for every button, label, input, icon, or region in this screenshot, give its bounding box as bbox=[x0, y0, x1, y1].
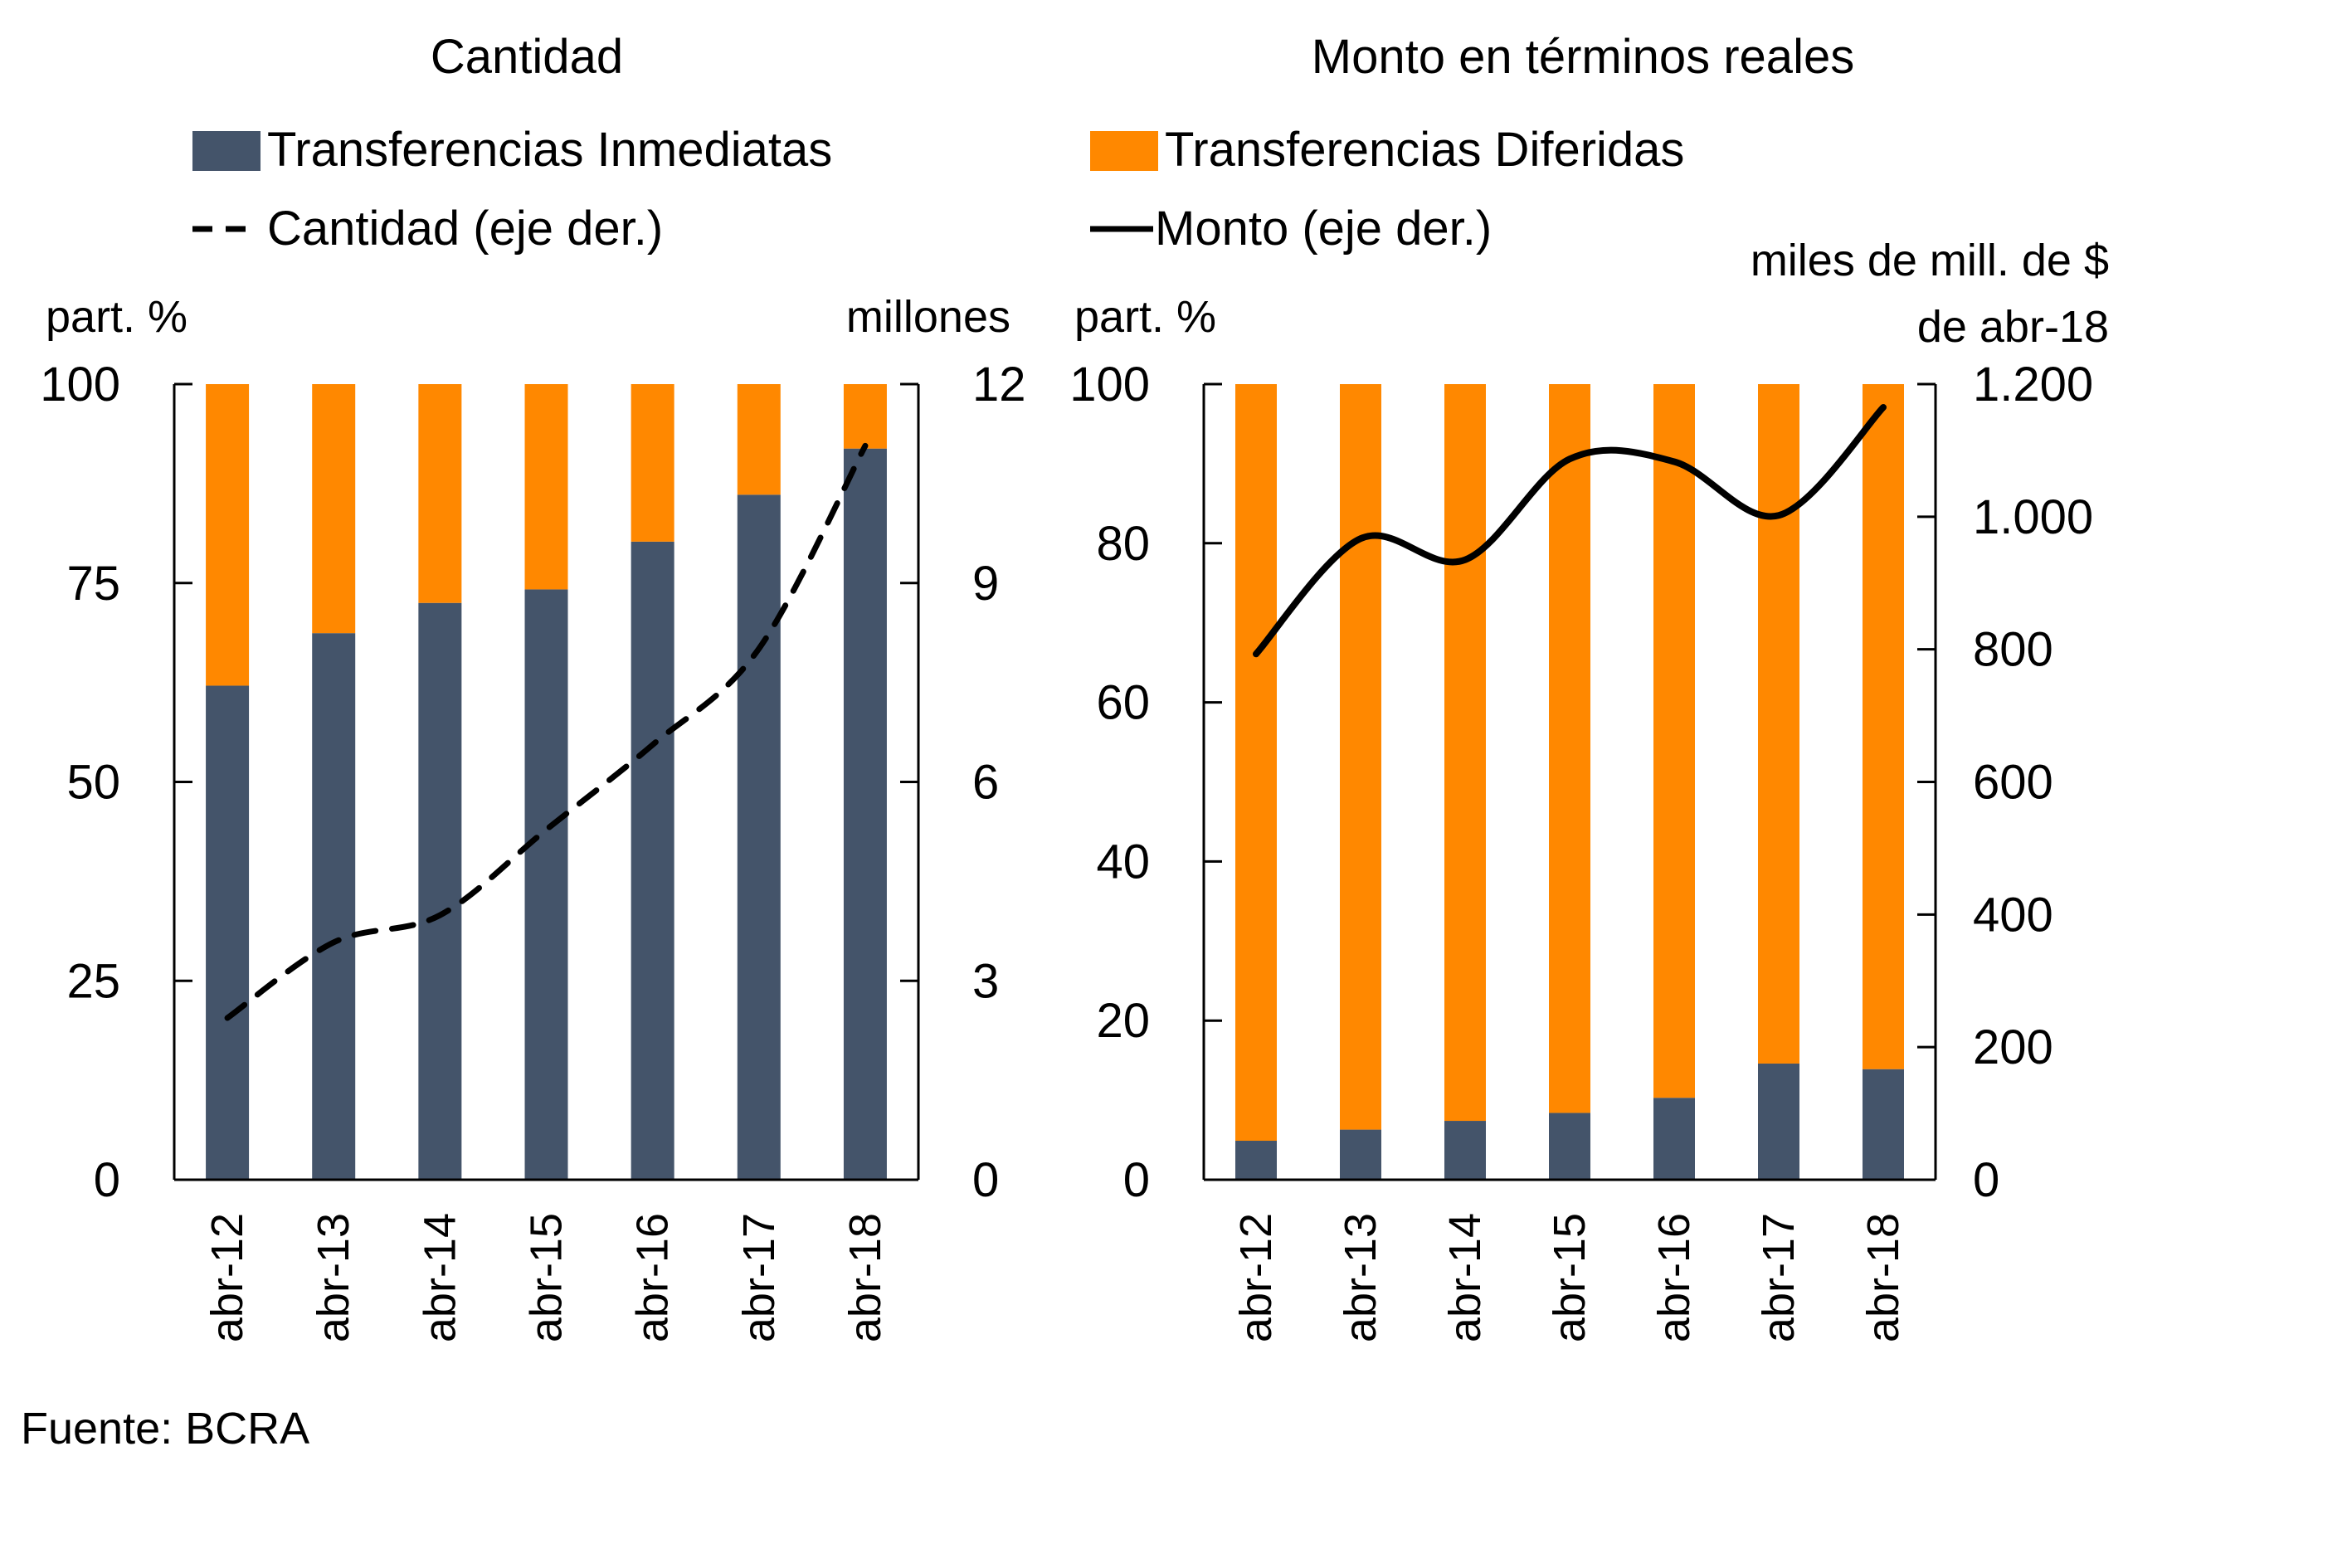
right-chart-right-axis-label-2: de abr-18 bbox=[1917, 302, 2109, 352]
left-tick-label: 60 bbox=[1096, 676, 1150, 730]
bar-inmediatas bbox=[1235, 1141, 1277, 1180]
bar-inmediatas bbox=[524, 589, 568, 1180]
legend-swatch-diferidas bbox=[1090, 131, 1158, 171]
x-tick-label: abr-18 bbox=[840, 1213, 890, 1342]
left-tick-label: 40 bbox=[1096, 835, 1150, 889]
right-chart-title: Monto en términos reales bbox=[1312, 30, 1854, 84]
right-tick-label: 800 bbox=[1973, 623, 2053, 677]
left-tick-label: 0 bbox=[94, 1153, 120, 1207]
x-tick-label: abr-16 bbox=[628, 1213, 678, 1342]
bar-diferidas bbox=[1340, 384, 1381, 1130]
bar-inmediatas bbox=[206, 685, 250, 1180]
left-chart-plot: 0 25 50 75 100 0 3 6 9 12 abr-12 abr-13 abr-14 abr-15… bbox=[40, 358, 1025, 1342]
bar-inmediatas bbox=[1758, 1063, 1799, 1180]
bar-inmediatas bbox=[312, 633, 356, 1180]
bar-diferidas bbox=[1549, 384, 1590, 1113]
right-chart-left-axis-label: part. % bbox=[1074, 292, 1216, 342]
x-tick-label: abr-17 bbox=[1754, 1213, 1804, 1342]
legend-label-inmediatas: Transferencias Inmediatas bbox=[267, 123, 832, 177]
bar-diferidas bbox=[1863, 384, 1904, 1069]
x-tick-label: abr-13 bbox=[309, 1213, 358, 1342]
right-tick-label: 400 bbox=[1973, 888, 2053, 942]
bar-inmediatas bbox=[631, 541, 674, 1180]
monto-line bbox=[1253, 403, 1887, 658]
bar-inmediatas bbox=[1549, 1113, 1590, 1180]
x-tick-label: abr-18 bbox=[1858, 1213, 1908, 1342]
bar-inmediatas bbox=[418, 602, 462, 1180]
left-tick-label: 100 bbox=[40, 358, 120, 411]
right-tick-label: 0 bbox=[1973, 1153, 1999, 1207]
left-tick-label: 75 bbox=[66, 557, 120, 611]
right-tick-label: 0 bbox=[972, 1153, 999, 1207]
bar-inmediatas bbox=[1863, 1069, 1904, 1180]
right-tick-label: 600 bbox=[1973, 756, 2053, 810]
bar-diferidas bbox=[631, 384, 674, 542]
left-tick-label: 100 bbox=[1069, 358, 1150, 411]
x-tick-label: abr-12 bbox=[202, 1213, 252, 1342]
source-note: Fuente: BCRA bbox=[21, 1404, 309, 1454]
right-tick-label: 1.000 bbox=[1973, 490, 2093, 544]
bar-diferidas bbox=[312, 384, 356, 634]
left-tick-label: 50 bbox=[66, 756, 120, 810]
bar-diferidas bbox=[1653, 384, 1695, 1098]
left-tick-label: 80 bbox=[1096, 517, 1150, 571]
bar-diferidas bbox=[1758, 384, 1799, 1064]
x-tick-label: abr-15 bbox=[522, 1213, 572, 1342]
legend-label-diferidas: Transferencias Diferidas bbox=[1165, 123, 1684, 177]
right-tick-label: 3 bbox=[972, 954, 999, 1008]
bar-diferidas bbox=[737, 384, 781, 495]
bar-diferidas bbox=[524, 384, 568, 590]
x-tick-label: abr-15 bbox=[1545, 1213, 1595, 1342]
right-tick-label: 1.200 bbox=[1973, 358, 2093, 411]
x-tick-label: abr-13 bbox=[1336, 1213, 1385, 1342]
bar-diferidas bbox=[843, 384, 887, 449]
cantidad-dashed-line bbox=[224, 442, 869, 1021]
bar-inmediatas bbox=[1340, 1129, 1381, 1180]
right-chart-right-axis-label-1: miles de mill. de $ bbox=[1751, 236, 2109, 285]
right-chart-plot: 0 20 40 60 80 100 0 200 400 600 800 1.000 1.200 abr-1… bbox=[1069, 358, 2093, 1342]
legend-swatch-inmediatas bbox=[192, 131, 261, 171]
bar-inmediatas bbox=[1653, 1098, 1695, 1180]
legend-label-cantidad: Cantidad (eje der.) bbox=[267, 202, 663, 256]
left-chart-right-axis-label: millones bbox=[846, 292, 1010, 342]
x-tick-label: abr-14 bbox=[1440, 1213, 1490, 1342]
left-chart-left-axis-label: part. % bbox=[46, 292, 187, 342]
bar-diferidas bbox=[206, 384, 250, 686]
bar-diferidas bbox=[418, 384, 462, 603]
x-tick-label: abr-16 bbox=[1649, 1213, 1699, 1342]
left-tick-label: 0 bbox=[1123, 1153, 1150, 1207]
bar-inmediatas bbox=[737, 494, 781, 1180]
right-tick-label: 200 bbox=[1973, 1020, 2053, 1074]
right-tick-label: 12 bbox=[972, 358, 1026, 411]
legend-label-monto: Monto (eje der.) bbox=[1155, 202, 1492, 256]
right-tick-label: 9 bbox=[972, 557, 999, 611]
bar-diferidas bbox=[1235, 384, 1277, 1142]
left-tick-label: 20 bbox=[1096, 994, 1150, 1048]
left-tick-label: 25 bbox=[66, 954, 120, 1008]
x-tick-label: abr-12 bbox=[1231, 1213, 1281, 1342]
x-tick-label: abr-14 bbox=[415, 1213, 465, 1342]
left-chart-title: Cantidad bbox=[431, 30, 623, 84]
bar-inmediatas bbox=[843, 448, 887, 1180]
right-tick-label: 6 bbox=[972, 756, 999, 810]
x-tick-label: abr-17 bbox=[734, 1213, 784, 1342]
bar-diferidas bbox=[1444, 384, 1486, 1122]
bar-inmediatas bbox=[1444, 1121, 1486, 1180]
